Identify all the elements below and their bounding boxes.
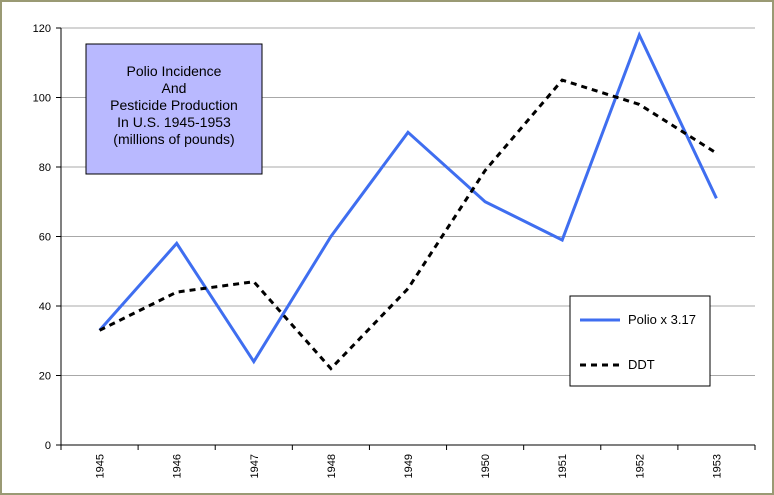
x-tick-label-1950: 1950	[480, 454, 492, 478]
title-line-5: (millions of pounds)	[113, 131, 234, 147]
title-line-4: In U.S. 1945-1953	[117, 114, 231, 130]
y-tick-label-120: 120	[33, 23, 51, 35]
axes	[56, 27, 756, 450]
x-tick-label-1947: 1947	[249, 454, 261, 478]
x-tick-labels: 1945 1946 1947 1948 1949 1950 1951 1952 1953	[95, 454, 724, 478]
x-tick-label-1953: 1953	[711, 454, 723, 478]
x-tick-label-1949: 1949	[403, 454, 415, 478]
y-tick-label-20: 20	[39, 371, 51, 383]
legend: Polio x 3.17 DDT	[569, 295, 711, 387]
title-box-background	[85, 43, 263, 175]
series	[98, 31, 718, 371]
y-tick-label-100: 100	[33, 93, 51, 105]
y-tick-labels: 0 20 40 60 80 100 120	[33, 23, 51, 452]
y-tick-label-0: 0	[45, 440, 51, 452]
y-tick-label-60: 60	[39, 232, 51, 244]
y-tick-label-80: 80	[39, 162, 51, 174]
x-tick-label-1952: 1952	[634, 454, 646, 478]
title-line-1: Polio Incidence	[127, 63, 222, 79]
legend-box	[569, 295, 711, 387]
title-box: Polio Incidence And Pesticide Production…	[85, 43, 263, 175]
legend-label-polio: Polio x 3.17	[628, 312, 696, 327]
legend-label-ddt: DDT	[628, 357, 655, 372]
title-line-3: Pesticide Production	[110, 97, 238, 113]
x-tick-label-1945: 1945	[95, 454, 107, 478]
title-line-2: And	[162, 80, 187, 96]
x-tick-label-1948: 1948	[326, 454, 338, 478]
y-tick-label-40: 40	[39, 301, 51, 313]
series-line-ddt	[98, 78, 718, 371]
x-tick-label-1951: 1951	[557, 454, 569, 478]
x-tick-label-1946: 1946	[172, 454, 184, 478]
